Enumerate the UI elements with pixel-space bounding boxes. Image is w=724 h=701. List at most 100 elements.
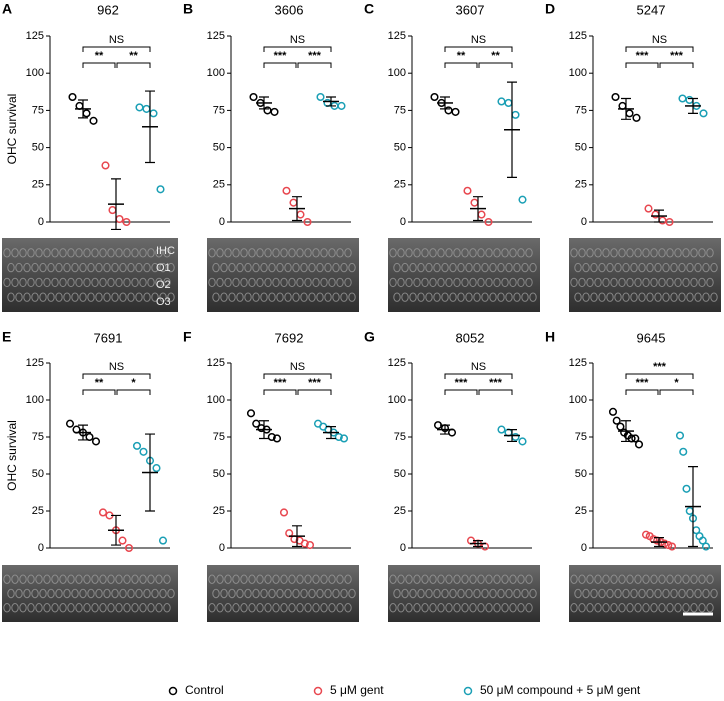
cell bbox=[445, 603, 453, 613]
panel-title: 7692 bbox=[275, 330, 304, 345]
cell bbox=[111, 292, 119, 302]
cell bbox=[300, 588, 308, 599]
cell bbox=[240, 603, 248, 613]
cell bbox=[574, 262, 582, 273]
cell bbox=[208, 277, 216, 288]
data-point bbox=[497, 425, 506, 434]
cell bbox=[618, 603, 626, 613]
cell bbox=[99, 277, 107, 288]
cell bbox=[276, 292, 284, 302]
cell bbox=[240, 574, 248, 584]
cell bbox=[292, 292, 300, 302]
cell bbox=[83, 574, 91, 584]
cell bbox=[296, 277, 304, 288]
cell bbox=[658, 574, 666, 584]
cell bbox=[493, 603, 501, 613]
cell bbox=[389, 574, 397, 584]
cell bbox=[429, 574, 437, 584]
cell bbox=[63, 262, 71, 273]
cell bbox=[582, 262, 590, 273]
cell bbox=[151, 292, 159, 302]
cell bbox=[650, 603, 658, 613]
cell bbox=[115, 248, 123, 258]
cell bbox=[268, 262, 276, 273]
cell bbox=[107, 574, 115, 584]
significance-bracket bbox=[444, 46, 513, 52]
data-point bbox=[124, 543, 134, 553]
data-point bbox=[470, 198, 479, 207]
cell bbox=[509, 603, 517, 613]
y-tick-label: 50 bbox=[394, 142, 406, 154]
y-tick-label: 0 bbox=[400, 542, 406, 554]
cell bbox=[304, 277, 312, 288]
cell bbox=[521, 292, 529, 302]
cell bbox=[401, 262, 409, 273]
data-point bbox=[296, 210, 305, 219]
cell bbox=[594, 574, 602, 584]
panel-letter: G bbox=[364, 329, 375, 345]
cell bbox=[642, 574, 650, 584]
y-tick-label: 125 bbox=[569, 30, 587, 42]
cell bbox=[292, 588, 300, 599]
data-point bbox=[430, 92, 439, 102]
cell bbox=[582, 292, 590, 302]
cell bbox=[570, 277, 578, 288]
y-tick-label: 75 bbox=[32, 104, 44, 116]
cell bbox=[710, 588, 718, 599]
cell bbox=[517, 574, 525, 584]
cell bbox=[212, 588, 220, 599]
cell bbox=[682, 574, 690, 584]
cell bbox=[594, 603, 602, 613]
cell bbox=[119, 292, 127, 302]
cell bbox=[139, 574, 147, 584]
cell bbox=[47, 588, 55, 599]
cell bbox=[224, 277, 232, 288]
cell bbox=[389, 277, 397, 288]
significance-bracket bbox=[82, 46, 151, 52]
cell bbox=[288, 277, 296, 288]
error-bar bbox=[507, 81, 517, 178]
y-tick-label: 75 bbox=[32, 431, 44, 443]
error-bar bbox=[326, 96, 336, 107]
cell bbox=[650, 248, 658, 258]
significance-label: ** bbox=[457, 50, 466, 62]
cell bbox=[264, 574, 272, 584]
cell bbox=[336, 277, 344, 288]
cell bbox=[268, 292, 276, 302]
cell bbox=[618, 574, 626, 584]
cell bbox=[131, 248, 139, 258]
data-point bbox=[122, 217, 131, 227]
cell bbox=[135, 292, 143, 302]
cell bbox=[509, 277, 517, 288]
panel-letter: F bbox=[183, 329, 192, 345]
cell bbox=[320, 574, 328, 584]
cell bbox=[529, 262, 537, 273]
error-bar bbox=[621, 420, 631, 443]
significance-bracket bbox=[263, 62, 297, 68]
cell bbox=[296, 574, 304, 584]
cell bbox=[252, 588, 260, 599]
cell bbox=[521, 588, 529, 599]
cell bbox=[654, 262, 662, 273]
cell bbox=[147, 603, 155, 613]
y-tick-label: 50 bbox=[32, 468, 44, 480]
cell bbox=[320, 603, 328, 613]
cell bbox=[123, 277, 131, 288]
cell bbox=[638, 588, 646, 599]
cell bbox=[208, 574, 216, 584]
cell bbox=[139, 248, 147, 258]
cell bbox=[489, 262, 497, 273]
data-point bbox=[641, 530, 651, 539]
y-tick-label: 0 bbox=[38, 542, 44, 554]
cell bbox=[139, 277, 147, 288]
cell bbox=[594, 277, 602, 288]
cell bbox=[654, 292, 662, 302]
cell bbox=[646, 588, 654, 599]
cell bbox=[111, 262, 119, 273]
cell bbox=[7, 262, 15, 273]
significance-bracket bbox=[263, 389, 297, 395]
cell bbox=[159, 588, 167, 599]
cell bbox=[308, 588, 316, 599]
cell bbox=[167, 292, 175, 302]
cell bbox=[67, 603, 75, 613]
